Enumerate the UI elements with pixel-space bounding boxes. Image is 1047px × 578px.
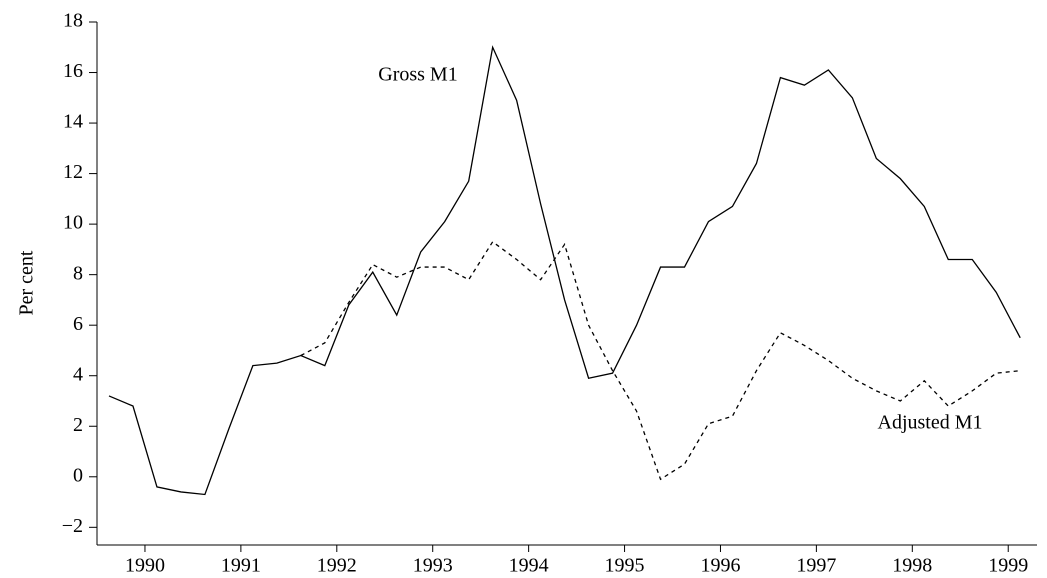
y-tick-label: 14 [63,111,83,133]
y-tick-label: 6 [73,313,83,335]
y-tick-label: 18 [63,10,83,32]
line-series [108,45,1021,496]
y-axis-label: Per cent [16,250,38,315]
x-tick-label: 1997 [796,555,836,577]
annotation: Gross M1 [378,64,457,86]
x-tick-label: 1999 [988,555,1028,577]
y-tick-label: 4 [73,363,83,385]
annotation: Adjusted M1 [878,412,983,434]
y-tick-label: 12 [63,161,83,183]
x-tick-label: 1995 [605,555,645,577]
x-tick-label: 1994 [509,555,549,577]
x-tick-label: 1990 [125,555,165,577]
x-tick-label: 1991 [221,555,261,577]
x-tick-label: 1992 [317,555,357,577]
x-tick-label: 1996 [700,555,740,577]
line-series [300,240,1021,481]
y-tick-label: 2 [73,414,83,436]
x-tick-label: 1993 [413,555,453,577]
y-tick-label: −2 [62,515,83,537]
y-tick-label: 0 [73,464,83,486]
y-tick-label: 8 [73,262,83,284]
y-tick-label: 10 [63,212,83,234]
x-tick-label: 1998 [892,555,932,577]
y-tick-label: 16 [63,60,83,82]
